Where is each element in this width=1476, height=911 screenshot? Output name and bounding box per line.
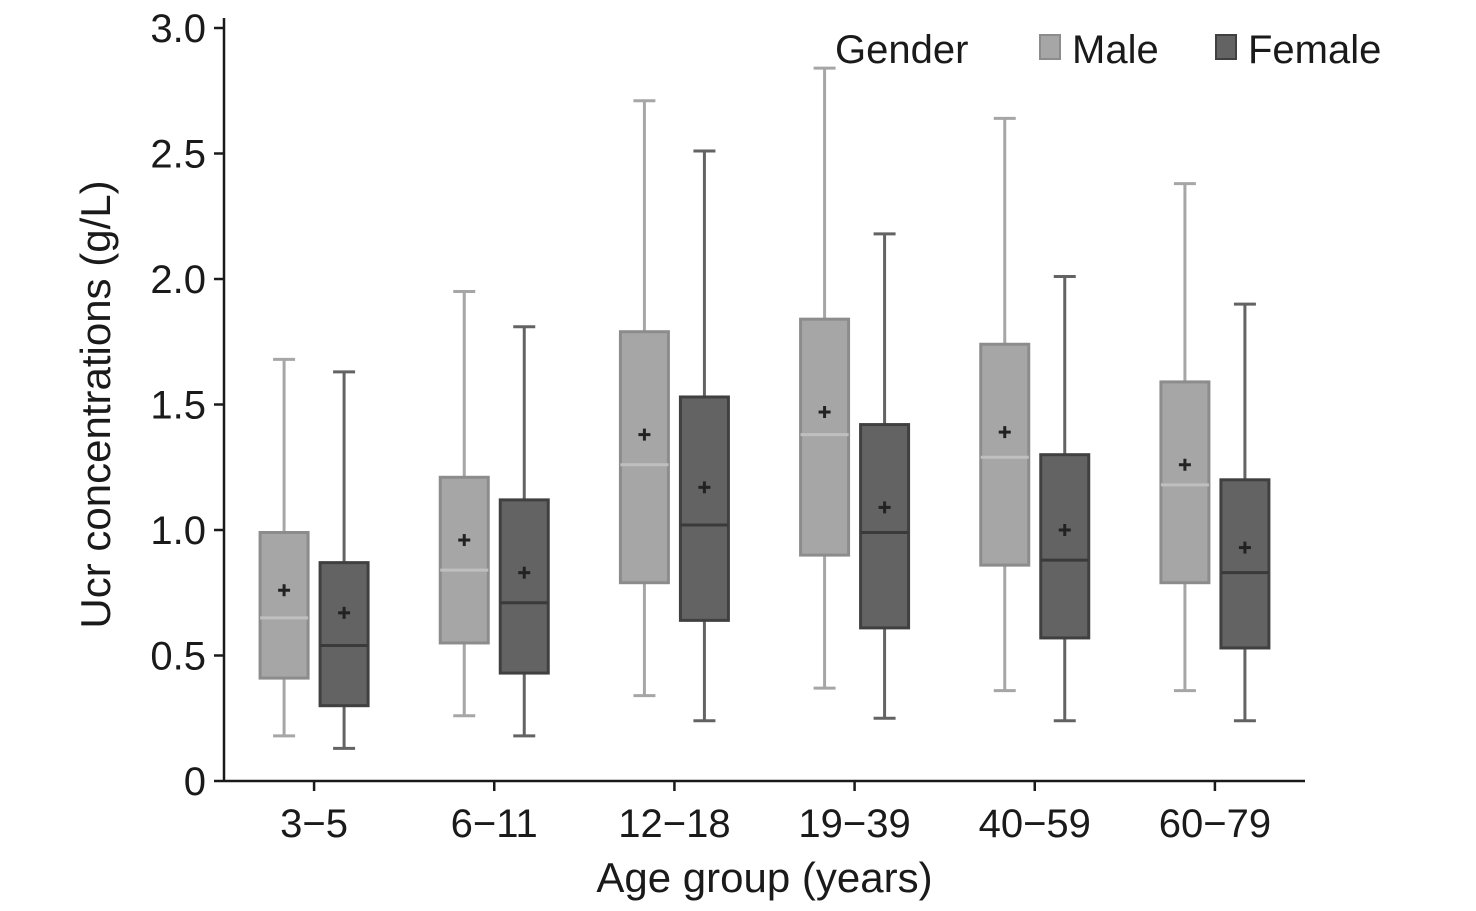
iqr-box [498,498,550,675]
iqr-box [438,475,490,645]
iqr-box [258,531,310,680]
box-female [318,370,370,750]
box-female [678,149,730,723]
box-female [1039,274,1091,723]
iqr-box [678,395,730,622]
iqr-box [618,330,670,585]
box-male [1159,182,1211,693]
y-tick-label: 0 [184,760,206,804]
mean-marker [998,426,1011,439]
iqr-box [859,423,911,630]
x-ticks: 3−5 6−11 12−18 19−39 40−59 60−79 [280,781,1271,846]
mean-marker [698,481,711,494]
y-tick-label: 1.5 [150,384,206,428]
y-tick-label: 2.0 [150,258,206,302]
mean-marker [278,584,291,597]
box-male [438,290,490,718]
y-tick-label: 2.5 [150,133,206,177]
iqr-box [799,317,851,557]
mean-marker [518,566,531,579]
iqr-box [1039,453,1091,640]
mean-marker [1238,541,1251,554]
box-series [258,66,1271,750]
box-female [859,232,911,720]
box-male [618,99,670,698]
mean-marker [638,428,651,441]
box-male [258,357,310,738]
iqr-box [979,342,1031,567]
y-tick-label: 0.5 [150,635,206,679]
mean-marker [878,501,891,514]
x-tick-label: 3−5 [280,802,348,846]
iqr-box [1159,380,1211,585]
mean-marker [1178,458,1191,471]
mean-marker [338,606,351,619]
mean-marker [818,406,831,419]
x-axis-title: Age group (years) [596,854,932,901]
y-tick-label: 1.0 [150,509,206,553]
box-male [979,116,1031,693]
y-axis-title: Ucr concentrations (g/L) [72,180,119,628]
mean-marker [1058,524,1071,536]
x-tick-label: 60−79 [1159,802,1271,846]
legend-label-male: Male [1072,28,1159,72]
y-ticks: 0 0.5 1.0 1.5 2.0 2.5 3.0 [150,7,224,804]
x-tick-label: 12−18 [618,802,730,846]
legend-title: Gender [835,28,968,72]
legend-swatch-male [1039,34,1061,60]
box-female [498,325,550,738]
axes: 0 0.5 1.0 1.5 2.0 2.5 3.0 3−5 6−11 12−18 19−39 40−… [150,7,1305,846]
x-tick-label: 40−59 [979,802,1091,846]
x-tick-label: 19−39 [798,802,910,846]
box-male [799,66,851,690]
series-male [258,66,1211,738]
iqr-box [318,561,370,708]
iqr-box [1219,478,1271,650]
legend-label-female: Female [1248,28,1381,72]
series-female [318,149,1271,750]
legend: Gender Male Female [835,28,1381,72]
box-female [1219,302,1271,723]
x-tick-label: 6−11 [451,802,538,846]
mean-marker [458,534,471,547]
legend-swatch-female [1215,34,1237,60]
y-tick-label: 3.0 [150,7,206,51]
